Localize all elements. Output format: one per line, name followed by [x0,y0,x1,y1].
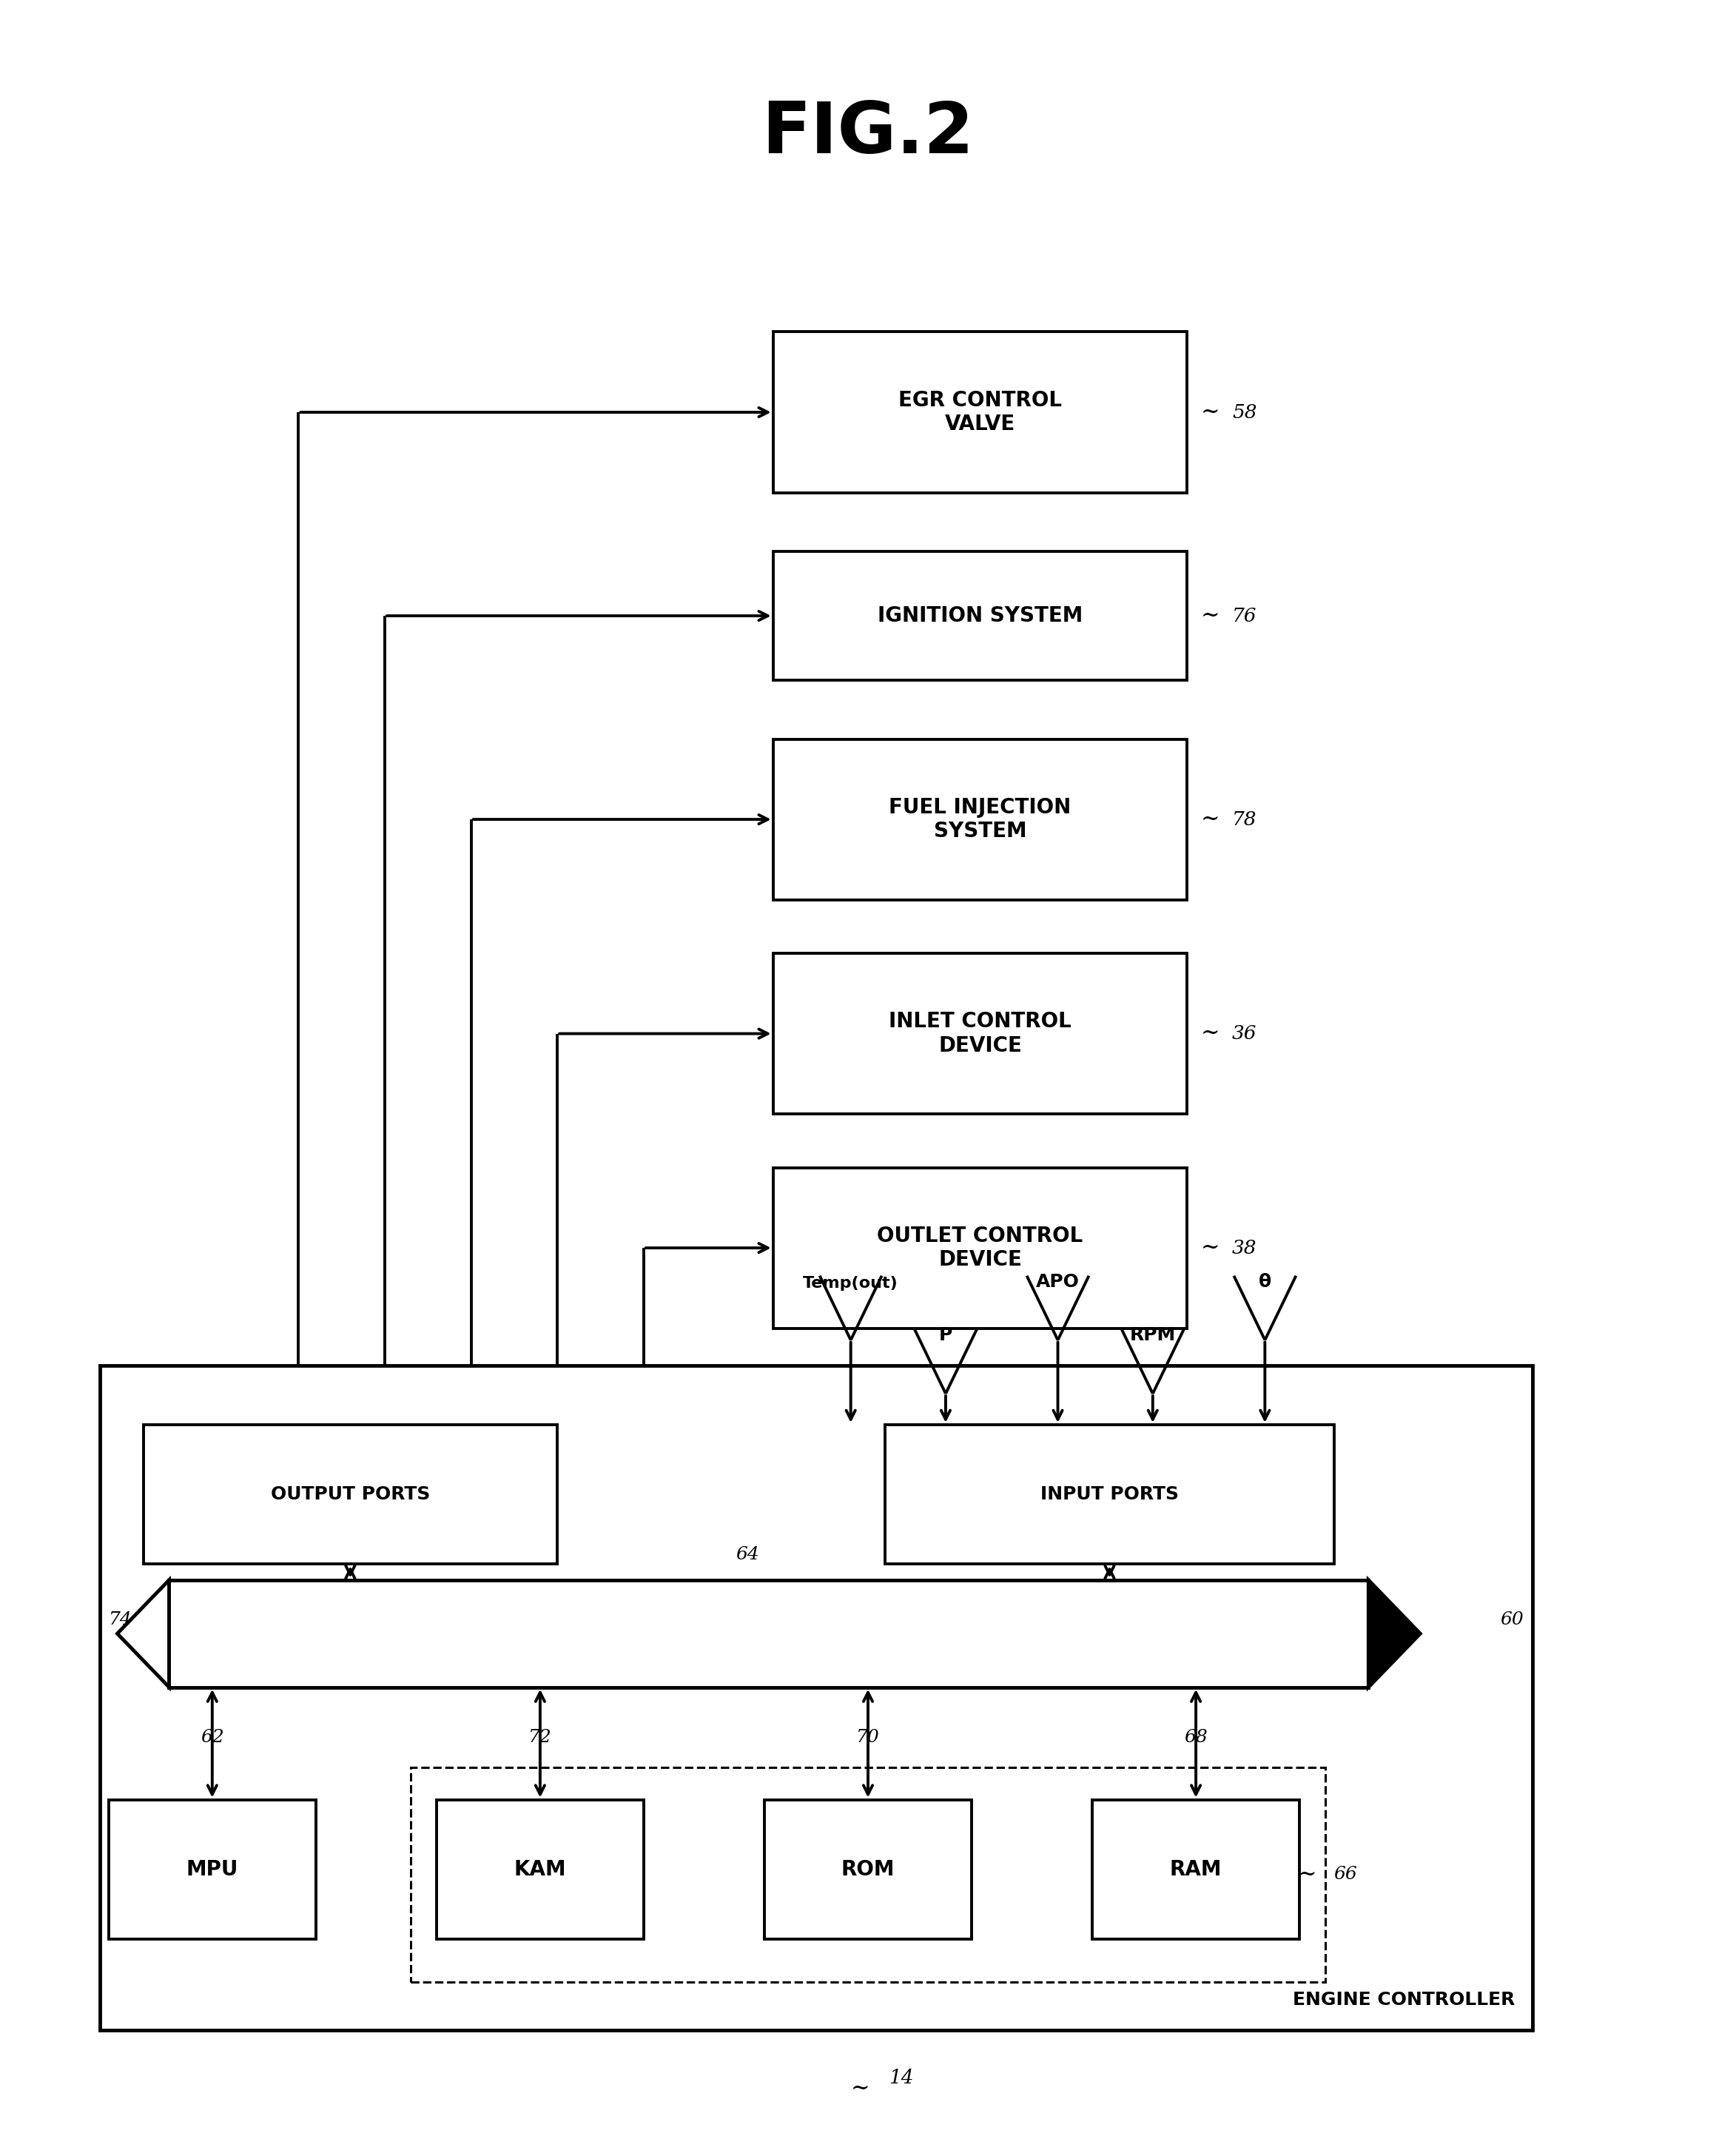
Text: ~: ~ [1201,807,1220,831]
Text: 74: 74 [109,1610,132,1628]
Text: 68: 68 [1184,1729,1208,1746]
Text: 76: 76 [1233,607,1257,624]
Bar [773,551,1187,680]
Polygon shape [118,1580,168,1688]
Text: 58: 58 [1233,403,1257,422]
Bar [411,1768,1325,1981]
Text: 60: 60 [1500,1610,1524,1628]
Text: 78: 78 [1233,810,1257,829]
Bar [109,1800,316,1940]
Text: FUEL INJECTION
SYSTEM: FUEL INJECTION SYSTEM [889,797,1071,842]
Polygon shape [1368,1580,1420,1688]
Text: 14: 14 [889,2069,913,2086]
Text: OUTPUT PORTS: OUTPUT PORTS [271,1486,431,1503]
Text: 66: 66 [1333,1867,1358,1884]
Bar [436,1800,644,1940]
Bar [773,954,1187,1113]
Text: 38: 38 [1233,1238,1257,1257]
Text: 70: 70 [856,1729,880,1746]
Text: RPM: RPM [1130,1326,1175,1343]
Bar [142,1425,557,1563]
Bar [773,1167,1187,1328]
Text: 64: 64 [736,1546,759,1563]
Bar [773,738,1187,900]
Text: KAM: KAM [514,1858,566,1880]
Text: θ: θ [1259,1272,1271,1292]
Text: ~: ~ [1201,1023,1220,1044]
Bar [885,1425,1333,1563]
Text: ~: ~ [851,2078,870,2099]
Text: 36: 36 [1233,1025,1257,1042]
Bar [764,1800,972,1940]
Text: P: P [939,1326,953,1343]
Text: MPU: MPU [186,1858,238,1880]
Bar [773,332,1187,493]
Bar [168,1580,1368,1688]
Text: FIG.2: FIG.2 [762,99,974,168]
Text: APO: APO [1036,1272,1080,1292]
Text: EGR CONTROL
VALVE: EGR CONTROL VALVE [899,390,1062,435]
Text: RAM: RAM [1170,1858,1222,1880]
Text: ~: ~ [1201,1236,1220,1260]
Text: 62: 62 [200,1729,224,1746]
Text: Temp(out): Temp(out) [804,1277,898,1292]
Text: ROM: ROM [842,1858,894,1880]
Text: 72: 72 [528,1729,552,1746]
Text: ~: ~ [1299,1862,1316,1886]
Text: ~: ~ [1201,605,1220,627]
Text: IGNITION SYSTEM: IGNITION SYSTEM [877,605,1083,627]
Text: ~: ~ [1201,400,1220,424]
Text: INLET CONTROL
DEVICE: INLET CONTROL DEVICE [889,1012,1071,1055]
Text: ENGINE CONTROLLER: ENGINE CONTROLLER [1293,1992,1516,2009]
Text: OUTLET CONTROL
DEVICE: OUTLET CONTROL DEVICE [877,1225,1083,1270]
Text: INPUT PORTS: INPUT PORTS [1040,1486,1179,1503]
Bar [101,1365,1533,2030]
Bar [1092,1800,1300,1940]
